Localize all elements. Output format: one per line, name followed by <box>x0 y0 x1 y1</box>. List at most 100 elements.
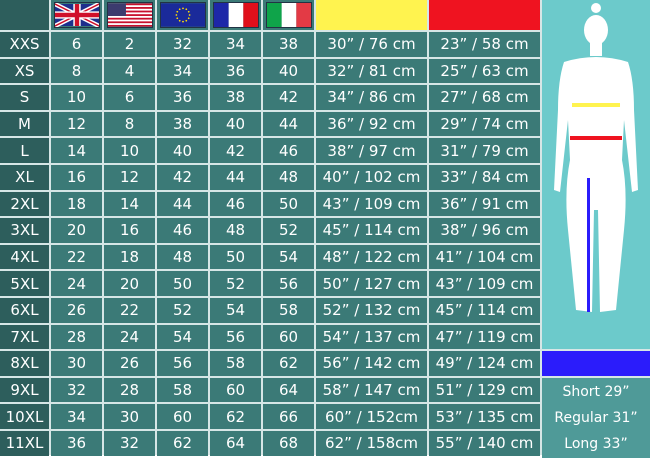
size-label: XS <box>0 58 49 84</box>
uk-size: 6 <box>51 32 102 57</box>
size-label: XXS <box>0 32 49 57</box>
us-size: 8 <box>104 111 155 137</box>
us-size: 4 <box>104 58 155 84</box>
us-size: 30 <box>104 404 155 429</box>
eu-size: 60 <box>157 404 208 429</box>
waist-measure: 41” / 104 cm <box>429 244 540 270</box>
chest-measure: 60” / 152cm <box>316 404 427 429</box>
waist-measure: 53” / 135 cm <box>429 404 540 429</box>
waist-measure: 29” / 74 cm <box>429 111 540 137</box>
uk-header <box>51 0 102 30</box>
uk-size: 20 <box>51 218 102 243</box>
us-flag-icon <box>106 2 153 28</box>
size-label: 11XL <box>0 430 49 456</box>
it-size: 64 <box>263 377 314 403</box>
eu-size: 56 <box>157 351 208 376</box>
uk-size: 22 <box>51 244 102 270</box>
fr-size: 60 <box>210 377 261 403</box>
it-size: 50 <box>263 191 314 217</box>
it-header <box>263 0 314 30</box>
uk-size: 34 <box>51 404 102 429</box>
fr-size: 34 <box>210 32 261 57</box>
fr-size: 40 <box>210 111 261 137</box>
fr-size: 62 <box>210 404 261 429</box>
size-label: 2XL <box>0 191 49 217</box>
fr-flag-icon <box>212 2 259 28</box>
uk-size: 16 <box>51 164 102 190</box>
fr-size: 48 <box>210 218 261 243</box>
size-label: 10XL <box>0 404 49 429</box>
waist-measure: 31” / 79 cm <box>429 138 540 163</box>
inseam-swatch <box>542 351 650 376</box>
eu-size: 32 <box>157 32 208 57</box>
fr-header <box>210 0 261 30</box>
us-size: 32 <box>104 430 155 456</box>
size-label: M <box>0 111 49 137</box>
waist-measure: 36” / 91 cm <box>429 191 540 217</box>
uk-size: 26 <box>51 297 102 323</box>
fr-size: 58 <box>210 351 261 376</box>
eu-size: 36 <box>157 85 208 110</box>
inseam-long: Long 33” <box>564 435 628 452</box>
waist-measure: 49” / 124 cm <box>429 351 540 376</box>
size-label: S <box>0 85 49 110</box>
size-label: XL <box>0 164 49 190</box>
it-size: 68 <box>263 430 314 456</box>
eu-size: 42 <box>157 164 208 190</box>
body-silhouette-icon <box>554 3 638 312</box>
uk-size: 24 <box>51 271 102 296</box>
it-size: 48 <box>263 164 314 190</box>
fr-size: 42 <box>210 138 261 163</box>
it-size: 58 <box>263 297 314 323</box>
uk-size: 12 <box>51 111 102 137</box>
waist-measure: 55” / 140 cm <box>429 430 540 456</box>
it-flag-icon <box>265 2 312 28</box>
waist-measure: 38” / 96 cm <box>429 218 540 243</box>
us-size: 14 <box>104 191 155 217</box>
corner-cell <box>0 0 49 30</box>
chest-measure: 54” / 137 cm <box>316 324 427 350</box>
waist-measure: 25” / 63 cm <box>429 58 540 84</box>
fr-size: 46 <box>210 191 261 217</box>
size-label: 3XL <box>0 218 49 243</box>
uk-size: 18 <box>51 191 102 217</box>
eu-size: 38 <box>157 111 208 137</box>
fr-size: 56 <box>210 324 261 350</box>
us-size: 2 <box>104 32 155 57</box>
chest-measure: 62” / 158cm <box>316 430 427 456</box>
eu-size: 52 <box>157 297 208 323</box>
it-size: 54 <box>263 244 314 270</box>
fr-size: 50 <box>210 244 261 270</box>
uk-flag-icon <box>53 2 100 28</box>
uk-size: 36 <box>51 430 102 456</box>
uk-size: 8 <box>51 58 102 84</box>
eu-size: 40 <box>157 138 208 163</box>
it-size: 38 <box>263 32 314 57</box>
waist-measure: 47” / 119 cm <box>429 324 540 350</box>
chest-header-swatch <box>316 0 427 30</box>
us-size: 18 <box>104 244 155 270</box>
waist-measure: 43” / 109 cm <box>429 271 540 296</box>
it-size: 56 <box>263 271 314 296</box>
eu-size: 54 <box>157 324 208 350</box>
size-label: 6XL <box>0 297 49 323</box>
size-label: 9XL <box>0 377 49 403</box>
fr-size: 52 <box>210 271 261 296</box>
us-size: 16 <box>104 218 155 243</box>
it-size: 44 <box>263 111 314 137</box>
fr-size: 36 <box>210 58 261 84</box>
chest-measure: 48” / 122 cm <box>316 244 427 270</box>
waist-measure: 51” / 129 cm <box>429 377 540 403</box>
chest-measure: 32” / 81 cm <box>316 58 427 84</box>
chest-measure: 56” / 142 cm <box>316 351 427 376</box>
waist-measure: 45” / 114 cm <box>429 297 540 323</box>
us-size: 22 <box>104 297 155 323</box>
uk-size: 30 <box>51 351 102 376</box>
it-size: 46 <box>263 138 314 163</box>
chest-measure: 50” / 127 cm <box>316 271 427 296</box>
eu-flag-icon <box>159 2 206 28</box>
us-header <box>104 0 155 30</box>
body-figure <box>542 0 650 350</box>
size-label: 8XL <box>0 351 49 376</box>
